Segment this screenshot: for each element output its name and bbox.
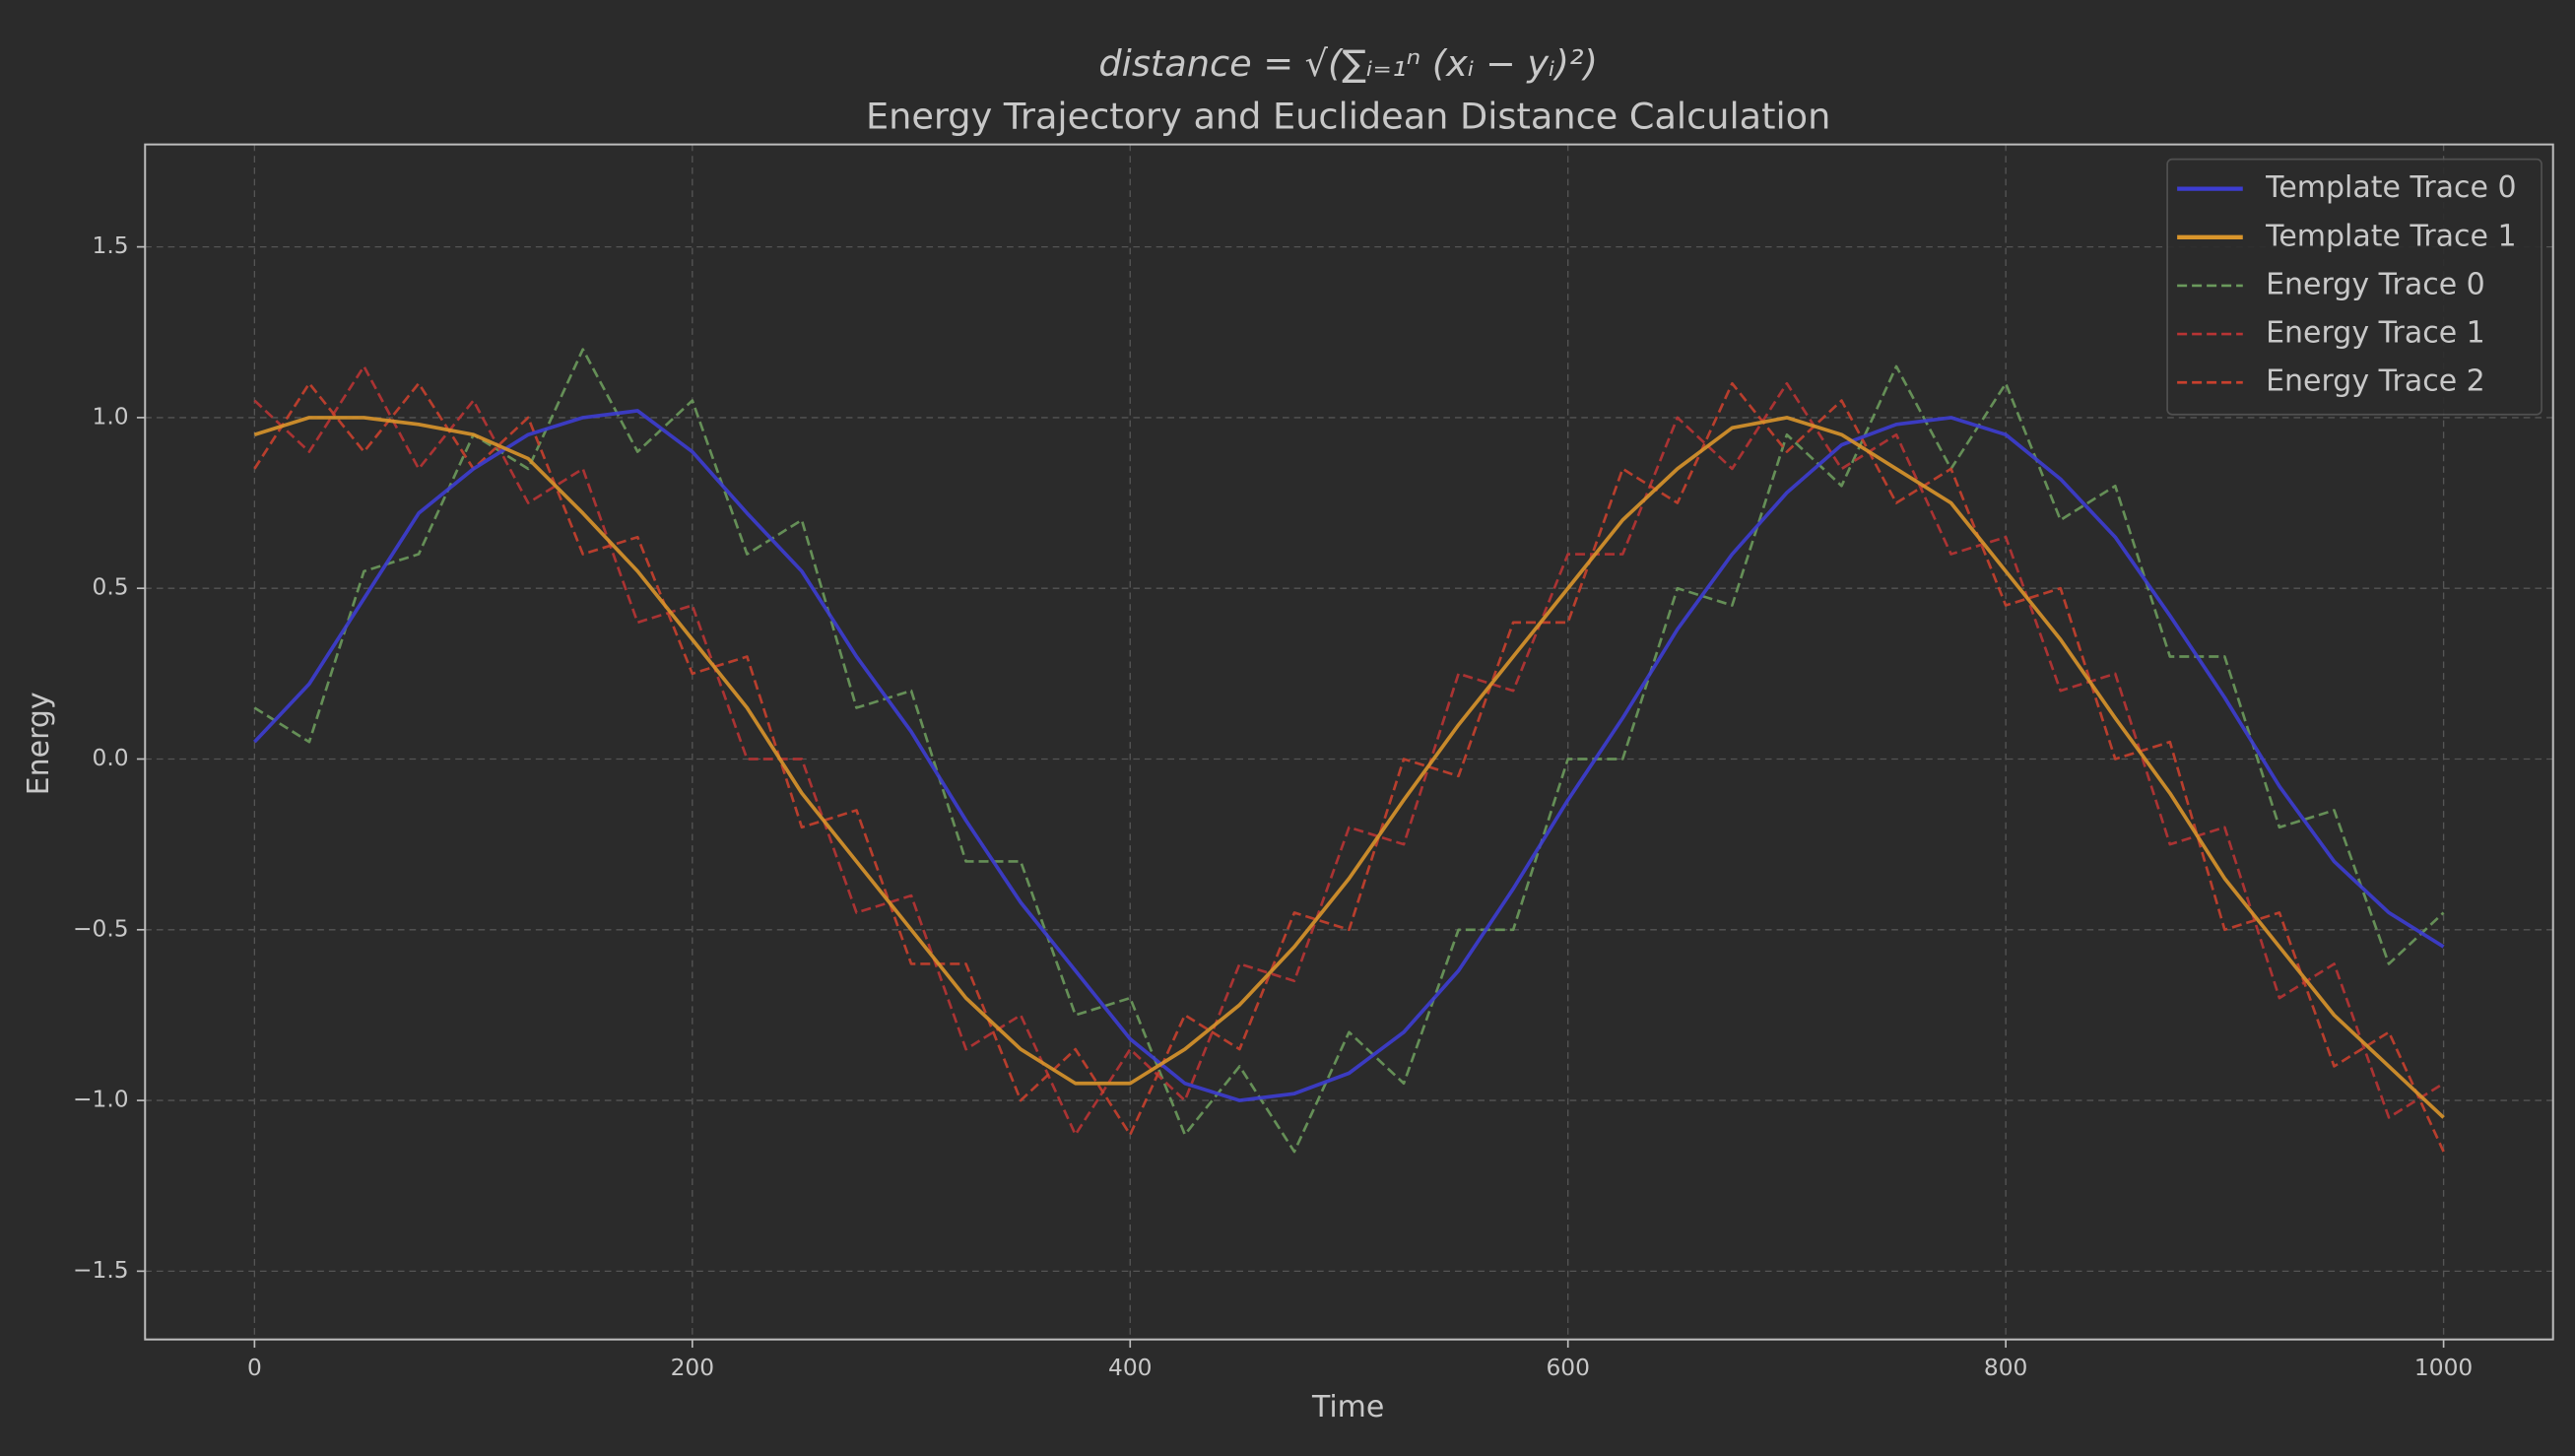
y-tick-label: 0.5 xyxy=(93,574,129,601)
x-axis-label: Time xyxy=(1311,1390,1384,1424)
x-tick-label: 800 xyxy=(1984,1355,2028,1381)
y-tick-label: −1.0 xyxy=(73,1087,129,1113)
formula: distance = √(∑ᵢ₌₁ⁿ (xᵢ − yᵢ)²) xyxy=(1098,42,1597,85)
series-line xyxy=(253,381,2445,1153)
legend-label: Template Trace 1 xyxy=(2265,219,2517,253)
chart-title: Energy Trajectory and Euclidean Distance… xyxy=(866,95,1830,137)
series-line xyxy=(253,364,2445,1137)
y-tick-label: −1.5 xyxy=(73,1257,129,1284)
ticks: 0 200 400 600 800 1000 −1.5 −1.0 −0.5 0.0 0.5 1.0 1.… xyxy=(73,232,2473,1381)
y-tick-label: 1.5 xyxy=(93,232,129,259)
y-tick-label: 1.0 xyxy=(93,403,129,430)
legend-box xyxy=(2166,158,2542,416)
plot-lines xyxy=(253,348,2445,1154)
legend-label: Energy Trace 0 xyxy=(2266,267,2485,301)
x-tick-label: 600 xyxy=(1546,1355,1590,1381)
y-axis-label: Energy xyxy=(22,692,56,795)
series-line xyxy=(253,416,2445,1119)
series-line xyxy=(253,348,2445,1154)
x-tick-label: 200 xyxy=(671,1355,715,1381)
x-tick-label: 0 xyxy=(247,1355,262,1381)
y-tick-label: 0.0 xyxy=(93,745,129,771)
x-tick-label: 400 xyxy=(1108,1355,1153,1381)
y-tick-label: −0.5 xyxy=(73,915,129,942)
plot-frame xyxy=(144,143,2554,1341)
legend-label: Energy Trace 2 xyxy=(2266,364,2485,399)
legend-label: Energy Trace 1 xyxy=(2266,316,2485,351)
x-tick-label: 1000 xyxy=(2414,1355,2473,1381)
legend: Template Trace 0 Template Trace 1 Energy T… xyxy=(2166,158,2542,416)
legend-label: Template Trace 0 xyxy=(2265,170,2517,205)
series-line xyxy=(253,409,2445,1102)
